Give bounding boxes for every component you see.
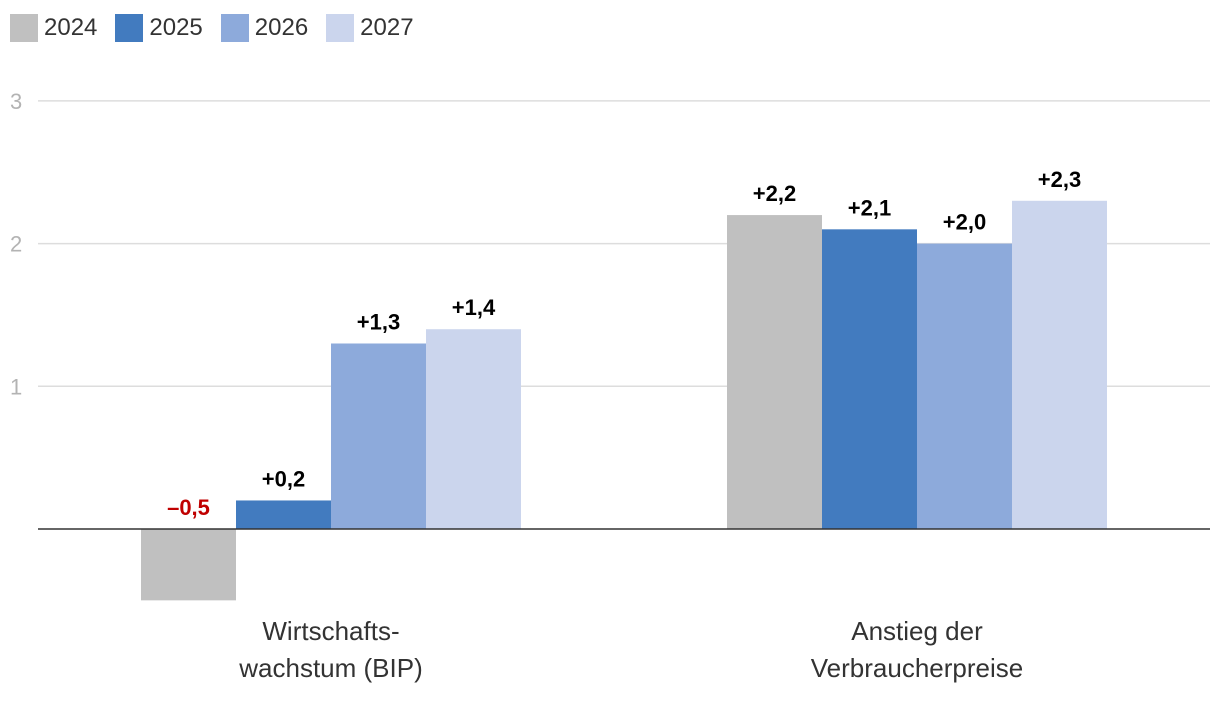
bar-2027-cat2 xyxy=(1012,200,1107,530)
category-label: Wirtschafts- xyxy=(262,616,399,646)
data-label: –0,5 xyxy=(167,495,210,520)
legend-item-2025: 2025 xyxy=(115,14,203,42)
legend-label: 2027 xyxy=(360,14,414,41)
bar-2025-cat2 xyxy=(822,229,917,529)
legend-swatch xyxy=(326,14,355,42)
data-label: +0,2 xyxy=(262,466,305,491)
data-label: +2,0 xyxy=(943,210,986,235)
bar-2026-cat1 xyxy=(331,343,426,529)
category-label: wachstum (BIP) xyxy=(238,653,423,683)
legend-label: 2024 xyxy=(44,14,98,41)
data-label: +1,4 xyxy=(452,295,496,320)
legend-label: 2025 xyxy=(149,14,203,41)
category-label: Verbraucherpreise xyxy=(811,653,1023,683)
data-label: +2,3 xyxy=(1038,167,1081,192)
legend-label: 2026 xyxy=(254,14,309,41)
legend-item-2027: 2027 xyxy=(326,14,414,42)
y-tick-label: 2 xyxy=(10,232,22,257)
data-label: +2,2 xyxy=(753,181,796,206)
legend: 2024 2025 2026 2027 xyxy=(10,14,432,42)
bar-2027-cat1 xyxy=(426,329,521,529)
category-label: Anstieg der xyxy=(851,616,983,646)
data-label: +2,1 xyxy=(848,195,891,220)
legend-item-2026: 2026 xyxy=(220,14,309,42)
legend-item-2024: 2024 xyxy=(10,14,97,42)
bar-2025-cat1 xyxy=(236,500,331,529)
y-tick-label: 1 xyxy=(10,374,22,399)
bar-2026-cat2 xyxy=(917,243,1012,529)
legend-swatch xyxy=(10,14,38,42)
legend-swatch xyxy=(220,14,249,42)
data-label: +1,3 xyxy=(357,309,400,334)
bar-2024-cat2 xyxy=(727,215,822,529)
y-tick-label: 3 xyxy=(10,89,22,114)
legend-swatch xyxy=(115,14,144,42)
bar-2024-cat1 xyxy=(141,529,236,601)
